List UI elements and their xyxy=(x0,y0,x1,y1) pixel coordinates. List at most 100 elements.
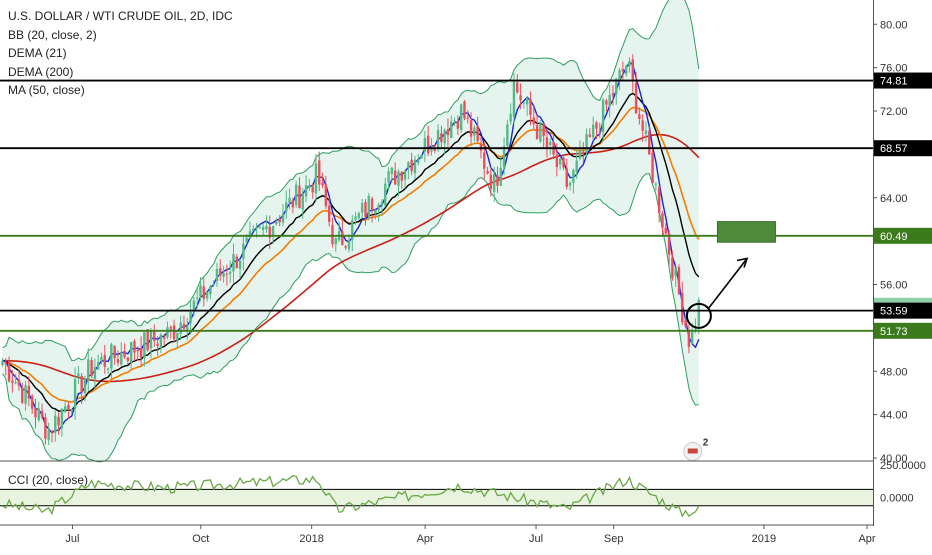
candle-body xyxy=(506,124,509,146)
candle-body xyxy=(690,331,694,344)
candle-body xyxy=(601,99,605,133)
candle-body xyxy=(205,291,209,299)
candle-body xyxy=(156,343,159,347)
candle-body xyxy=(215,268,219,282)
candle-body xyxy=(654,183,658,185)
candle-body xyxy=(430,149,433,152)
candle-body xyxy=(30,396,34,409)
candle-body xyxy=(631,59,634,81)
candle-body xyxy=(539,123,542,142)
candle-body xyxy=(344,246,347,248)
candle-body xyxy=(11,380,14,383)
candle-body xyxy=(169,326,172,329)
candle-body xyxy=(162,336,166,339)
time-tick-label: 2018 xyxy=(299,533,323,545)
bollinger-lower-band xyxy=(2,173,699,463)
candle-body xyxy=(558,158,562,165)
candle-body xyxy=(509,113,512,122)
candle-body xyxy=(469,120,473,137)
candle-body xyxy=(657,186,661,214)
candle-body xyxy=(681,292,684,323)
flag-stripe-icon xyxy=(687,448,698,454)
badge-count: 2 xyxy=(703,437,709,448)
time-tick-label: Sep xyxy=(604,533,624,545)
candle-body xyxy=(367,195,370,218)
candle-body xyxy=(453,120,456,122)
candle-body xyxy=(644,130,648,134)
candle-body xyxy=(57,416,60,426)
candle-body xyxy=(582,151,585,154)
candle-body xyxy=(278,218,281,223)
candle-body xyxy=(516,82,519,93)
candle-body xyxy=(212,284,215,286)
candle-body xyxy=(585,134,588,153)
candle-body xyxy=(321,182,324,186)
candle-body xyxy=(605,100,608,105)
candle-body xyxy=(671,257,674,278)
candle-body xyxy=(334,237,337,245)
candle-body xyxy=(499,167,502,186)
candle-body xyxy=(87,359,90,381)
candle-body xyxy=(143,332,146,359)
candle-body xyxy=(568,182,572,186)
candle-body xyxy=(176,332,179,341)
candle-body xyxy=(202,286,205,299)
candle-body xyxy=(235,256,238,269)
candle-body xyxy=(327,205,331,222)
candle-body xyxy=(146,329,149,351)
candle-body xyxy=(50,430,54,433)
candle-body xyxy=(248,231,252,238)
candle-body xyxy=(664,227,667,234)
cci-axis-label-zero: 0.0000 xyxy=(880,493,914,505)
candle-body xyxy=(483,152,486,169)
candle-body xyxy=(489,174,493,190)
candle-body xyxy=(37,408,40,421)
candle-body xyxy=(611,93,615,96)
candle-body xyxy=(397,171,400,186)
candle-body xyxy=(113,345,116,359)
candle-body xyxy=(407,162,410,169)
candle-body xyxy=(351,220,354,240)
legend-bb: BB (20, close, 2) xyxy=(8,27,97,42)
candle-body xyxy=(271,225,275,235)
candle-body xyxy=(83,378,87,394)
candle-body xyxy=(519,95,522,101)
candle-body xyxy=(159,334,163,348)
candle-body xyxy=(360,203,364,213)
candle-body xyxy=(34,408,37,418)
candle-body xyxy=(73,379,77,409)
candle-body xyxy=(298,185,301,209)
level-tag-68.57 xyxy=(874,140,932,157)
candle-body xyxy=(565,168,568,187)
candle-body xyxy=(374,210,377,214)
price-tick-label: 44.00 xyxy=(880,410,908,422)
candle-body xyxy=(285,202,288,212)
candle-body xyxy=(618,70,621,81)
level-tag-60.49 xyxy=(874,227,932,244)
candle-body xyxy=(443,130,446,144)
level-tag-label: 51.73 xyxy=(880,326,908,338)
legend-dema-21: DEMA (21) xyxy=(8,46,67,60)
candle-body xyxy=(133,341,136,353)
candle-body xyxy=(634,82,638,114)
candle-body xyxy=(4,361,7,364)
candle-body xyxy=(694,328,697,330)
chart-title: U.S. DOLLAR / WTI CRUDE OIL, 2D, IDC xyxy=(8,9,233,23)
candle-body xyxy=(129,342,133,363)
cci-legend: CCI (20, close) xyxy=(8,473,89,487)
candle-body xyxy=(242,243,245,259)
candle-body xyxy=(575,160,578,172)
level-tag-label: 74.81 xyxy=(880,76,908,88)
candle-body xyxy=(304,185,308,197)
level-tag-53.59 xyxy=(874,302,932,319)
price-tick-label: 76.00 xyxy=(880,63,908,75)
candle-body xyxy=(40,410,44,418)
level-tag-51.73 xyxy=(874,322,932,339)
candle-body xyxy=(450,121,453,139)
candle-body xyxy=(562,157,565,168)
candle-body xyxy=(684,320,687,327)
candle-body xyxy=(110,344,113,369)
candle-body xyxy=(153,331,156,341)
candle-body xyxy=(436,130,440,149)
